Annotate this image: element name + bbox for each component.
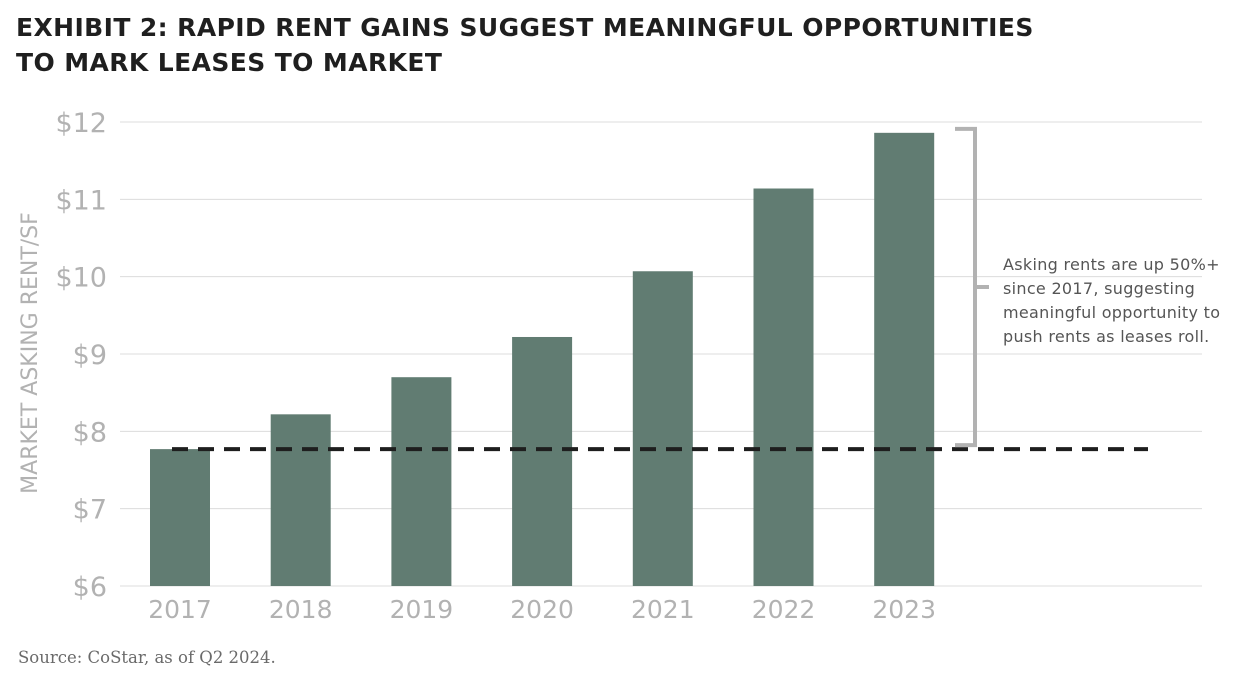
bar-2022 bbox=[753, 188, 814, 587]
bars bbox=[150, 132, 935, 587]
y-tick-labels: $6 $7 $8 $9 $10 $11 $12 bbox=[55, 108, 107, 603]
y-tick-label: $10 bbox=[55, 263, 107, 294]
y-tick-label: $8 bbox=[73, 417, 107, 448]
chart-title: EXHIBIT 2: RAPID RENT GAINS SUGGEST MEAN… bbox=[16, 10, 1034, 80]
rent-bar-chart: $6$7$8$9$10$11$12 2017 2018 2019 2020 2021 20… bbox=[18, 108, 1220, 624]
annotation-line: push rents as leases roll. bbox=[1003, 327, 1209, 346]
x-tick-label: 2023 bbox=[872, 595, 936, 624]
chart-title-line-1: EXHIBIT 2: RAPID RENT GAINS SUGGEST MEAN… bbox=[16, 13, 1034, 42]
x-tick-labels: 2017 2018 2019 2020 2021 2022 2023 bbox=[148, 595, 936, 624]
bar-2019 bbox=[391, 377, 452, 586]
x-tick-label: 2019 bbox=[390, 595, 454, 624]
x-tick-label: 2018 bbox=[269, 595, 333, 624]
annotation-line: since 2017, suggesting bbox=[1003, 279, 1195, 298]
y-tick-label: $7 bbox=[73, 495, 107, 526]
chart-title-line-2: TO MARK LEASES TO MARKET bbox=[16, 48, 443, 77]
x-tick-label: 2017 bbox=[148, 595, 212, 624]
x-tick-label: 2020 bbox=[510, 595, 574, 624]
annotation-line: Asking rents are up 50%+ bbox=[1003, 255, 1220, 274]
y-tick-label: $9 bbox=[73, 340, 107, 371]
bar-2021 bbox=[632, 271, 693, 586]
annotation-group: Asking rents are up 50%+ since 2017, sugg… bbox=[955, 126, 1220, 448]
bar-2018 bbox=[270, 414, 331, 586]
source-note: Source: CoStar, as of Q2 2024. bbox=[18, 648, 276, 667]
annotation-line: meaningful opportunity to bbox=[1003, 303, 1220, 322]
bar-2020 bbox=[512, 336, 573, 586]
x-tick-label: 2022 bbox=[752, 595, 816, 624]
y-axis-label: MARKET ASKING RENT/SF bbox=[18, 212, 43, 494]
y-tick-label: $11 bbox=[55, 185, 107, 216]
y-tick-label: $6 bbox=[73, 572, 107, 603]
y-tick-label: $12 bbox=[55, 108, 107, 139]
x-tick-label: 2021 bbox=[631, 595, 695, 624]
range-bracket bbox=[955, 126, 989, 448]
bar-2023 bbox=[874, 132, 935, 586]
bar-2017 bbox=[150, 449, 210, 586]
